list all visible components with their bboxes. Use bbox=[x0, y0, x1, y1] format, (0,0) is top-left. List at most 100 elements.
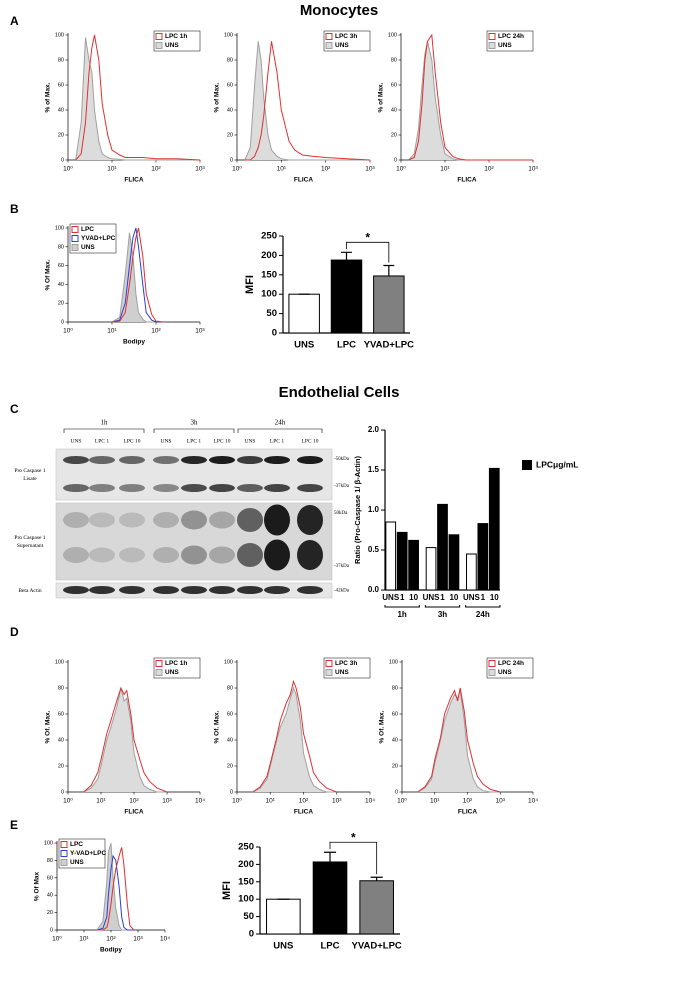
y-tick-label: 0 bbox=[395, 789, 398, 795]
x-tick-label: 10² bbox=[151, 328, 161, 335]
blot-band bbox=[153, 484, 179, 492]
x-tick-label: 10⁴ bbox=[195, 798, 205, 805]
x-tick-label: 10¹ bbox=[107, 166, 117, 173]
time-label: 3h bbox=[191, 419, 199, 427]
y-tick-label: 0 bbox=[394, 157, 397, 163]
legend-label: LPC bbox=[70, 841, 83, 848]
y-tick-label: 100 bbox=[261, 289, 277, 300]
blot-band bbox=[119, 512, 145, 528]
blot-band bbox=[119, 586, 145, 594]
y-tick-label: 40 bbox=[47, 893, 53, 899]
blot-band bbox=[237, 586, 263, 594]
blot-band bbox=[63, 512, 89, 528]
error-bar bbox=[370, 876, 383, 881]
blot-band bbox=[209, 484, 235, 492]
y-tick-label: 150 bbox=[261, 269, 277, 280]
x-tick-label: 10¹ bbox=[79, 936, 89, 943]
error-bar bbox=[383, 264, 395, 276]
histogram-line bbox=[96, 847, 135, 931]
x-tick-label: UNS bbox=[423, 593, 441, 602]
legend-label: LPC 3h bbox=[335, 33, 357, 40]
y-tick-label: 200 bbox=[261, 250, 277, 261]
legend-swatch bbox=[325, 660, 333, 667]
legend-swatch bbox=[325, 42, 333, 49]
legend-label: LPC 1h bbox=[165, 660, 187, 667]
bar bbox=[385, 521, 397, 591]
y-tick-label: 60 bbox=[58, 82, 64, 88]
legend-swatch bbox=[488, 669, 496, 676]
x-tick-label: 1 bbox=[400, 593, 405, 602]
blot-band bbox=[181, 545, 207, 565]
area-fill bbox=[408, 41, 533, 160]
x-tick-label: 10² bbox=[299, 798, 309, 805]
panel-letter: A bbox=[10, 14, 19, 28]
y-tick-label: 0 bbox=[230, 157, 233, 163]
lane-label: UNS bbox=[70, 438, 81, 444]
legend-label: UNS bbox=[165, 42, 179, 49]
blot-band bbox=[297, 540, 323, 570]
blot-band bbox=[63, 484, 89, 492]
y-tick-label: 50 bbox=[243, 911, 254, 922]
blot-band bbox=[153, 547, 179, 563]
histogram-line bbox=[83, 687, 167, 793]
x-tick-label: 10² bbox=[151, 166, 161, 173]
y-tick-label: 40 bbox=[227, 737, 233, 743]
y-tick-label: 100 bbox=[55, 32, 64, 38]
blot-band bbox=[237, 456, 263, 464]
time-label: 1h bbox=[101, 419, 109, 427]
error-bar bbox=[323, 851, 337, 862]
y-tick-label: 40 bbox=[58, 107, 64, 113]
y-tick-label: 40 bbox=[392, 737, 398, 743]
histogram-line bbox=[75, 34, 201, 161]
y-axis-label: % of Max. bbox=[45, 82, 52, 112]
blot-band bbox=[297, 484, 323, 492]
blot-band bbox=[153, 586, 179, 594]
bar bbox=[266, 898, 301, 935]
time-bracket bbox=[237, 428, 323, 433]
x-axis-label: FLICA bbox=[124, 809, 143, 816]
blot-band bbox=[209, 586, 235, 594]
size-marker: -42kDa bbox=[334, 589, 350, 594]
legend-label: UNS bbox=[498, 42, 512, 49]
y-tick-label: 60 bbox=[227, 82, 233, 88]
group-label: 24h bbox=[476, 610, 490, 619]
x-tick-label: 10² bbox=[321, 166, 331, 173]
blot-band bbox=[264, 586, 290, 594]
blot-band bbox=[237, 484, 263, 492]
x-tick-label: 10⁰ bbox=[63, 328, 73, 335]
x-tick-label: 10 bbox=[449, 593, 458, 602]
legend-box bbox=[153, 30, 201, 52]
x-axis-label: FLICA bbox=[294, 177, 313, 184]
blot-band bbox=[89, 484, 115, 492]
y-tick-label: 60 bbox=[58, 263, 64, 269]
blot-band bbox=[63, 547, 89, 563]
blot-band bbox=[264, 456, 290, 464]
row-label: Supernatant bbox=[17, 543, 44, 549]
blot-band bbox=[119, 547, 145, 563]
legend-label: UNS bbox=[165, 669, 179, 676]
legend-box bbox=[486, 30, 534, 52]
bar bbox=[466, 553, 477, 591]
legend-label: LPCμg/mL bbox=[536, 459, 579, 469]
y-tick-label: 0 bbox=[230, 789, 233, 795]
legend-label: LPC 1h bbox=[165, 33, 187, 40]
blot-band bbox=[63, 456, 89, 464]
significance-bracket bbox=[346, 241, 390, 263]
y-tick-label: 20 bbox=[227, 763, 233, 769]
legend-swatch bbox=[155, 660, 163, 667]
legend-swatch bbox=[60, 841, 68, 848]
y-tick-label: 20 bbox=[391, 132, 397, 138]
y-axis-label: % Of. Max. bbox=[214, 710, 221, 743]
blot-band bbox=[297, 505, 323, 535]
y-tick-label: 20 bbox=[392, 763, 398, 769]
legend-box bbox=[323, 30, 371, 52]
y-tick-label: 20 bbox=[58, 763, 64, 769]
y-tick-label: 60 bbox=[392, 711, 398, 717]
legend-swatch bbox=[71, 235, 79, 242]
y-tick-label: 100 bbox=[44, 840, 53, 846]
y-axis-label: MFI bbox=[221, 881, 233, 900]
legend-swatch bbox=[155, 33, 163, 40]
blot-band bbox=[119, 456, 145, 464]
y-tick-label: 60 bbox=[58, 711, 64, 717]
legend-swatch bbox=[325, 33, 333, 40]
